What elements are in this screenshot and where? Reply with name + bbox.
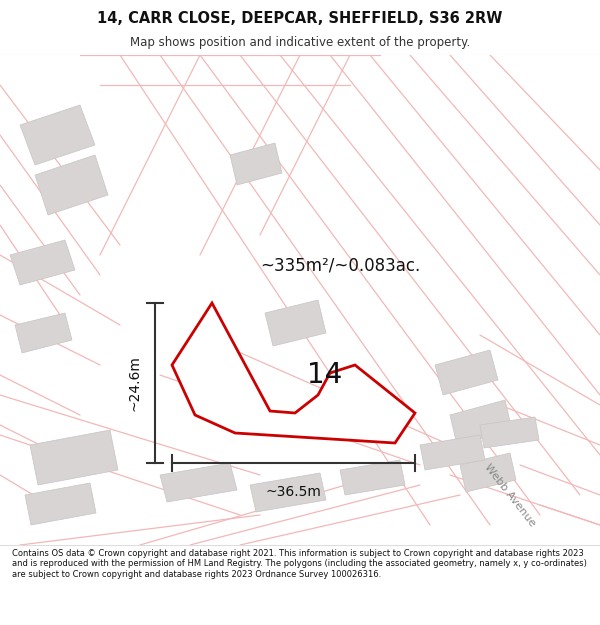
Text: ~36.5m: ~36.5m [266,485,322,499]
Polygon shape [10,240,75,285]
Text: ~335m²/~0.083ac.: ~335m²/~0.083ac. [260,256,420,274]
Polygon shape [265,300,326,346]
Polygon shape [250,473,326,512]
Text: Contains OS data © Crown copyright and database right 2021. This information is : Contains OS data © Crown copyright and d… [12,549,587,579]
Polygon shape [460,453,516,492]
Polygon shape [15,313,72,353]
Text: 14: 14 [307,361,343,389]
Text: 14, CARR CLOSE, DEEPCAR, SHEFFIELD, S36 2RW: 14, CARR CLOSE, DEEPCAR, SHEFFIELD, S36 … [97,11,503,26]
Text: Map shows position and indicative extent of the property.: Map shows position and indicative extent… [130,36,470,49]
Text: ~24.6m: ~24.6m [127,355,141,411]
Polygon shape [30,430,118,485]
Text: Webb Avenue: Webb Avenue [482,462,538,528]
Polygon shape [420,435,485,470]
Polygon shape [160,463,237,502]
Polygon shape [450,400,512,445]
Polygon shape [435,350,498,395]
Polygon shape [35,155,108,215]
Polygon shape [172,303,415,443]
Polygon shape [230,143,282,185]
Polygon shape [480,417,539,448]
Polygon shape [340,460,405,495]
Polygon shape [20,105,95,165]
Polygon shape [25,483,96,525]
